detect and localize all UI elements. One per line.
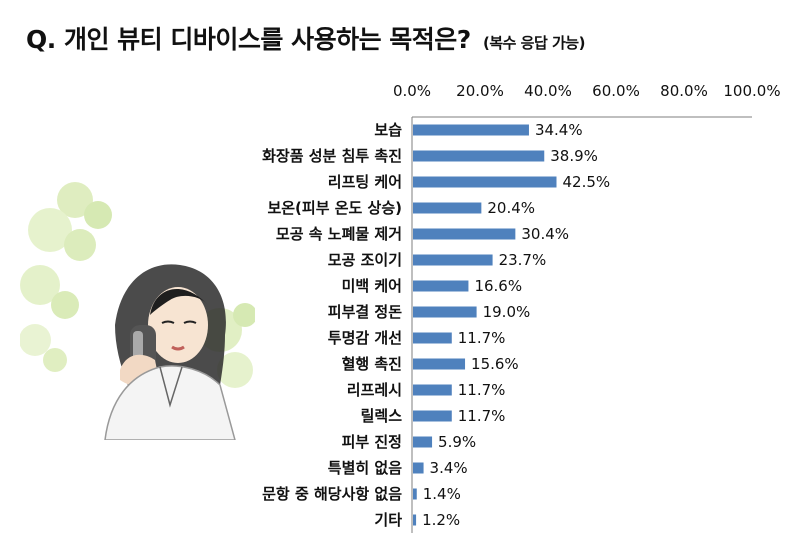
value-label: 3.4% xyxy=(430,459,468,477)
bar xyxy=(413,488,417,500)
bar xyxy=(413,332,452,344)
value-label: 23.7% xyxy=(499,251,547,269)
category-label: 피부결 정돈 xyxy=(328,303,402,321)
category-label: 투명감 개선 xyxy=(328,329,402,347)
category-label: 릴렉스 xyxy=(361,407,403,425)
category-label: 기타 xyxy=(374,511,402,529)
category-label: 피부 진정 xyxy=(342,433,402,451)
x-axis-ticks: 0.0% 20.0% 40.0% 60.0% 80.0% 100.0% xyxy=(393,82,781,100)
category-label: 모공 조이기 xyxy=(328,251,402,269)
bar xyxy=(413,202,482,214)
category-label: 보습 xyxy=(374,121,402,139)
value-label: 11.7% xyxy=(458,407,506,425)
bar xyxy=(413,410,452,422)
value-label: 16.6% xyxy=(474,277,522,295)
chart-title: Q. 개인 뷰티 디바이스를 사용하는 목적은? (복수 응답 가능) xyxy=(26,20,585,56)
bar xyxy=(413,254,493,266)
bar xyxy=(413,358,466,370)
category-label: 보온(피부 온도 상승) xyxy=(267,199,402,217)
value-label: 38.9% xyxy=(550,147,598,165)
category-label: 리프팅 케어 xyxy=(328,173,402,191)
value-label: 30.4% xyxy=(521,225,569,243)
bar xyxy=(413,176,557,188)
chart-subtitle: (복수 응답 가능) xyxy=(483,34,585,52)
value-label: 20.4% xyxy=(487,199,535,217)
category-label: 특별히 없음 xyxy=(328,459,402,477)
value-label: 1.2% xyxy=(422,511,460,529)
x-tick-label: 40.0% xyxy=(524,82,572,100)
bar xyxy=(413,462,424,474)
x-tick-label: 20.0% xyxy=(456,82,504,100)
value-label: 42.5% xyxy=(563,173,611,191)
value-label: 15.6% xyxy=(471,355,519,373)
x-tick-label: 0.0% xyxy=(393,82,431,100)
value-label: 11.7% xyxy=(458,381,506,399)
value-label: 34.4% xyxy=(535,121,583,139)
bar xyxy=(413,150,545,162)
value-label: 19.0% xyxy=(483,303,531,321)
value-label: 5.9% xyxy=(438,433,476,451)
value-label: 1.4% xyxy=(423,485,461,503)
category-label: 리프레시 xyxy=(347,381,402,399)
bars xyxy=(413,124,557,526)
category-label: 미백 케어 xyxy=(342,277,402,295)
bar xyxy=(413,436,433,448)
x-tick-label: 100.0% xyxy=(723,82,780,100)
woman-illustration xyxy=(20,182,255,440)
bar xyxy=(413,228,516,240)
category-label: 혈행 촉진 xyxy=(342,355,402,373)
x-tick-label: 60.0% xyxy=(592,82,640,100)
category-label: 화장품 성분 침투 촉진 xyxy=(262,147,402,165)
bar xyxy=(413,124,529,136)
category-label: 모공 속 노폐물 제거 xyxy=(276,225,402,243)
bar xyxy=(413,306,477,318)
bar xyxy=(413,280,469,292)
value-labels: 34.4% 38.9% 42.5% 20.4% 30.4% 23.7% 16.6% 19.0%… xyxy=(422,121,610,529)
category-label: 문항 중 해당사항 없음 xyxy=(262,485,402,503)
bar xyxy=(413,384,452,396)
title-text: Q. 개인 뷰티 디바이스를 사용하는 목적은? xyxy=(26,25,471,54)
bar xyxy=(413,514,417,526)
x-tick-label: 80.0% xyxy=(660,82,708,100)
value-label: 11.7% xyxy=(458,329,506,347)
